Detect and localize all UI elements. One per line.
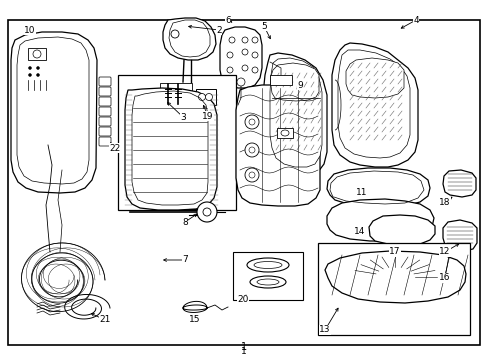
Polygon shape (368, 215, 434, 245)
Bar (118, 75, 236, 210)
FancyBboxPatch shape (99, 127, 111, 136)
Text: 17: 17 (388, 248, 400, 256)
Bar (269, 75, 291, 85)
Text: 11: 11 (356, 188, 367, 197)
Polygon shape (325, 251, 465, 303)
Bar (196, 89, 216, 105)
Text: 6: 6 (224, 15, 230, 24)
Circle shape (251, 37, 258, 43)
Circle shape (237, 78, 244, 86)
Bar (232, 252, 303, 300)
Circle shape (203, 208, 210, 216)
Circle shape (242, 49, 247, 55)
Text: 19: 19 (202, 112, 213, 121)
Polygon shape (220, 27, 262, 88)
Circle shape (28, 73, 31, 77)
Text: 15: 15 (189, 315, 201, 324)
Polygon shape (125, 88, 217, 210)
FancyBboxPatch shape (99, 97, 111, 106)
Text: 10: 10 (24, 26, 36, 35)
Circle shape (205, 94, 212, 100)
Polygon shape (442, 170, 475, 197)
Polygon shape (11, 32, 97, 193)
Circle shape (242, 65, 247, 71)
Circle shape (226, 52, 232, 58)
Polygon shape (331, 43, 417, 167)
Circle shape (251, 67, 258, 73)
Text: 16: 16 (438, 274, 450, 283)
Polygon shape (270, 63, 318, 101)
Ellipse shape (281, 130, 288, 136)
Circle shape (244, 168, 259, 182)
Circle shape (37, 73, 40, 77)
Ellipse shape (253, 261, 282, 269)
Polygon shape (442, 220, 476, 251)
Polygon shape (269, 58, 321, 167)
Ellipse shape (246, 258, 288, 272)
Text: 8: 8 (182, 217, 187, 226)
Polygon shape (236, 85, 319, 206)
Text: 21: 21 (99, 315, 110, 324)
Circle shape (251, 52, 258, 58)
Circle shape (244, 143, 259, 157)
Circle shape (248, 147, 254, 153)
Circle shape (28, 67, 31, 69)
Text: 7: 7 (182, 256, 187, 265)
Text: 4: 4 (412, 15, 418, 24)
Text: 12: 12 (438, 248, 450, 256)
Bar (28, 48, 46, 60)
Text: 20: 20 (237, 296, 248, 305)
Bar (276, 128, 292, 138)
FancyBboxPatch shape (99, 137, 111, 146)
Circle shape (226, 67, 232, 73)
FancyBboxPatch shape (99, 107, 111, 116)
Text: 13: 13 (319, 325, 330, 334)
Text: 14: 14 (354, 228, 365, 237)
Text: 22: 22 (109, 144, 121, 153)
FancyBboxPatch shape (99, 117, 111, 126)
Text: 9: 9 (297, 81, 302, 90)
Circle shape (37, 67, 40, 69)
Polygon shape (346, 58, 403, 98)
Circle shape (171, 30, 179, 38)
Circle shape (242, 37, 247, 43)
Bar (160, 83, 192, 105)
FancyBboxPatch shape (99, 77, 111, 86)
Text: 18: 18 (438, 198, 450, 207)
Polygon shape (263, 53, 326, 177)
Ellipse shape (257, 279, 279, 285)
Text: 2: 2 (216, 26, 222, 35)
Polygon shape (326, 168, 429, 207)
Text: 5: 5 (261, 22, 266, 31)
Circle shape (248, 119, 254, 125)
Circle shape (228, 37, 235, 43)
Text: 1: 1 (241, 342, 246, 352)
Circle shape (244, 115, 259, 129)
Circle shape (248, 172, 254, 178)
Circle shape (33, 50, 41, 58)
Ellipse shape (249, 276, 285, 288)
Bar (317, 243, 469, 335)
Polygon shape (326, 199, 433, 241)
Polygon shape (163, 18, 216, 60)
Circle shape (198, 94, 205, 100)
FancyBboxPatch shape (99, 87, 111, 96)
Text: 1: 1 (241, 347, 246, 356)
Text: 3: 3 (180, 112, 185, 122)
Polygon shape (337, 50, 409, 158)
Circle shape (197, 202, 217, 222)
